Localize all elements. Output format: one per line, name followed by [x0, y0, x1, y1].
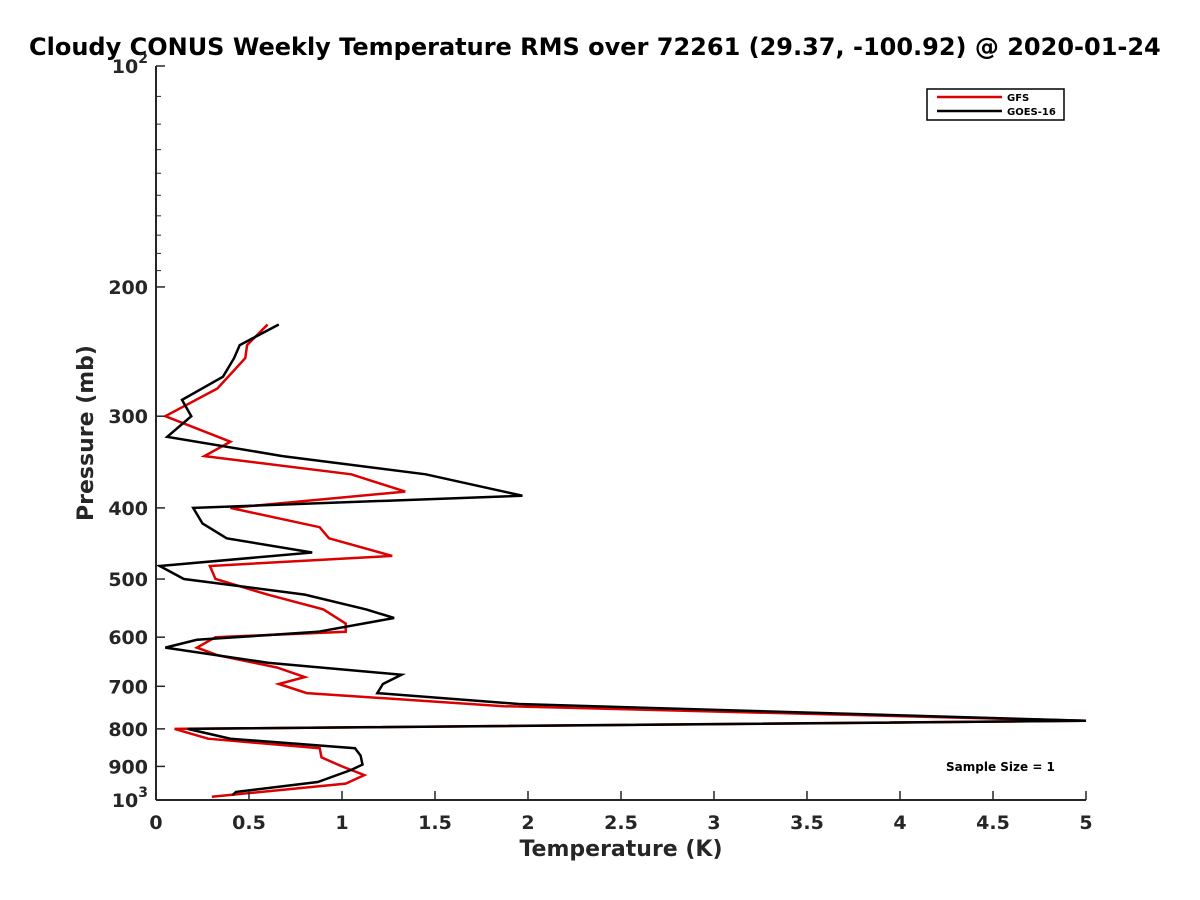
series-line-goes-16: [155, 323, 1087, 797]
x-tick-label: 2.5: [604, 812, 638, 834]
x-tick-label: 3.5: [790, 812, 824, 834]
legend-box: [926, 88, 1065, 121]
x-tick-label: 5: [1079, 812, 1092, 834]
x-tick-label: 0: [149, 812, 162, 834]
x-tick-label: 1: [335, 812, 348, 834]
x-tick-label: 4: [893, 812, 906, 834]
x-tick-label: 3: [707, 812, 720, 834]
chart-title: Cloudy CONUS Weekly Temperature RMS over…: [29, 33, 1161, 61]
sample-size-annotation: Sample Size = 1: [946, 760, 1055, 774]
y-tick-label: 400: [108, 498, 148, 520]
x-ticks: 0 0.5 1 1.5 2 2.5 3 3.5 4 4.5 5: [149, 791, 1093, 834]
y-tick-label: 500: [108, 569, 148, 591]
y-tick-label: 200: [108, 277, 148, 299]
legend: GFS GOES-16: [926, 88, 1065, 121]
y-tick-label: 600: [108, 627, 148, 649]
x-tick-label: 2: [521, 812, 534, 834]
x-tick-label: 1.5: [418, 812, 452, 834]
y-axis-label: Pressure (mb): [74, 345, 99, 521]
x-axis-label: Temperature (K): [519, 837, 722, 862]
plot-lines: [155, 323, 1087, 799]
y-tick-label: 800: [108, 719, 148, 741]
y-tick-label: 300: [108, 406, 148, 428]
y-tick-label: 700: [108, 676, 148, 698]
y-tick-label: 103: [112, 785, 148, 812]
x-tick-label: 4.5: [976, 812, 1010, 834]
y-tick-label: 900: [108, 756, 148, 778]
x-tick-label: 0.5: [232, 812, 266, 834]
y-ticks: 102 200 300 400 500 600 700 800 900 103: [108, 51, 165, 812]
y-tick-label: 102: [112, 51, 148, 78]
legend-label-gfs: GFS: [1007, 93, 1029, 104]
legend-label-goes-16: GOES-16: [1007, 107, 1056, 118]
